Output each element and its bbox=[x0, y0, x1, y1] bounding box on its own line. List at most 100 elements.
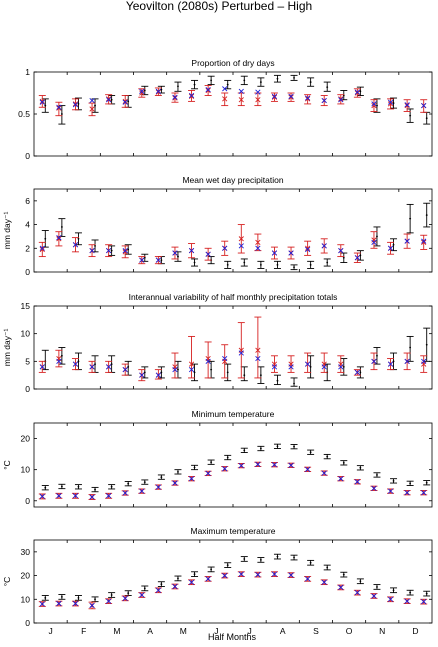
series-red bbox=[38, 461, 428, 500]
data-point bbox=[371, 102, 377, 109]
data-point bbox=[238, 243, 244, 249]
data-point bbox=[77, 485, 80, 488]
data-point bbox=[421, 599, 427, 605]
data-point bbox=[259, 559, 262, 561]
data-point bbox=[288, 93, 294, 99]
series-blue bbox=[39, 461, 427, 500]
y-axis-label: mm day⁻¹ bbox=[2, 212, 12, 250]
data-point bbox=[72, 361, 79, 367]
data-point bbox=[271, 364, 278, 370]
data-point bbox=[255, 461, 261, 467]
data-point bbox=[222, 355, 228, 362]
data-point bbox=[354, 369, 360, 376]
data-point bbox=[39, 98, 45, 105]
data-point bbox=[56, 600, 62, 607]
data-point bbox=[143, 587, 146, 590]
data-point bbox=[376, 354, 378, 357]
data-point bbox=[326, 86, 329, 89]
data-point bbox=[376, 104, 378, 107]
data-point bbox=[321, 579, 327, 585]
data-point bbox=[404, 490, 410, 496]
data-point bbox=[243, 261, 246, 264]
data-point bbox=[106, 248, 112, 254]
series-red bbox=[38, 224, 428, 265]
data-point bbox=[376, 235, 378, 238]
data-point bbox=[404, 102, 410, 108]
data-point bbox=[205, 251, 211, 257]
y-axis-label: °C bbox=[2, 577, 12, 587]
data-point bbox=[122, 249, 128, 255]
y-tick-label: 0 bbox=[25, 496, 30, 506]
data-point bbox=[44, 486, 47, 489]
data-point bbox=[89, 364, 95, 370]
data-point bbox=[387, 245, 394, 251]
data-point bbox=[326, 566, 329, 569]
data-point bbox=[139, 372, 145, 378]
data-point bbox=[387, 596, 394, 602]
x-tick-label: A bbox=[280, 626, 286, 636]
data-point bbox=[321, 243, 327, 249]
data-point bbox=[110, 485, 113, 488]
y-tick-label: 15 bbox=[21, 301, 31, 311]
data-point bbox=[338, 476, 344, 482]
data-point bbox=[39, 364, 45, 370]
data-point bbox=[404, 358, 410, 364]
data-point bbox=[226, 83, 229, 86]
data-point bbox=[354, 89, 360, 95]
x-tick-label: D bbox=[412, 626, 418, 636]
data-point bbox=[326, 455, 329, 458]
y-tick-label: 20 bbox=[21, 434, 31, 444]
data-point bbox=[205, 87, 211, 93]
data-point bbox=[172, 480, 178, 486]
data-point bbox=[342, 461, 345, 464]
data-point bbox=[188, 476, 195, 482]
data-point bbox=[376, 474, 378, 476]
data-point bbox=[177, 368, 179, 371]
x-tick-label: S bbox=[313, 626, 319, 636]
data-point bbox=[376, 586, 378, 588]
data-point bbox=[106, 598, 112, 604]
data-point bbox=[205, 87, 211, 94]
data-point bbox=[309, 81, 312, 83]
data-point bbox=[243, 79, 246, 82]
data-point bbox=[387, 101, 394, 107]
data-point bbox=[89, 248, 95, 254]
series-blue bbox=[39, 350, 427, 378]
x-tick-label: O bbox=[346, 626, 353, 636]
data-point bbox=[305, 95, 311, 101]
data-point bbox=[222, 245, 228, 251]
data-point bbox=[177, 470, 179, 473]
data-point bbox=[106, 493, 112, 499]
panel-5: Maximum temperature 0 10 20 30 °C J F M A M J J A S O N D bbox=[2, 526, 433, 636]
data-point bbox=[309, 365, 312, 368]
y-tick-label: 1 bbox=[25, 67, 30, 77]
data-point bbox=[77, 360, 80, 363]
data-point bbox=[259, 81, 262, 83]
data-point bbox=[371, 101, 377, 107]
data-point bbox=[106, 97, 112, 103]
data-point bbox=[255, 245, 261, 251]
data-point bbox=[193, 261, 196, 264]
data-point bbox=[226, 371, 229, 374]
data-point bbox=[421, 358, 427, 364]
plot-frame bbox=[33, 71, 433, 157]
data-point bbox=[305, 576, 311, 582]
data-point bbox=[44, 104, 47, 107]
data-point bbox=[276, 445, 279, 448]
y-tick-label: 5 bbox=[25, 356, 30, 366]
data-point bbox=[271, 462, 278, 468]
data-point bbox=[238, 97, 244, 103]
data-point bbox=[255, 355, 261, 362]
data-point bbox=[106, 96, 112, 102]
data-point bbox=[77, 103, 80, 105]
data-point bbox=[94, 488, 96, 491]
x-axis-label: Half Months bbox=[208, 632, 257, 642]
data-point bbox=[172, 583, 178, 590]
data-point bbox=[326, 261, 329, 264]
data-point bbox=[39, 601, 45, 607]
data-point bbox=[222, 86, 228, 92]
panel-title: Mean wet day precipitation bbox=[182, 175, 283, 185]
data-point bbox=[44, 596, 47, 599]
data-point bbox=[425, 343, 428, 346]
data-point bbox=[155, 89, 161, 95]
